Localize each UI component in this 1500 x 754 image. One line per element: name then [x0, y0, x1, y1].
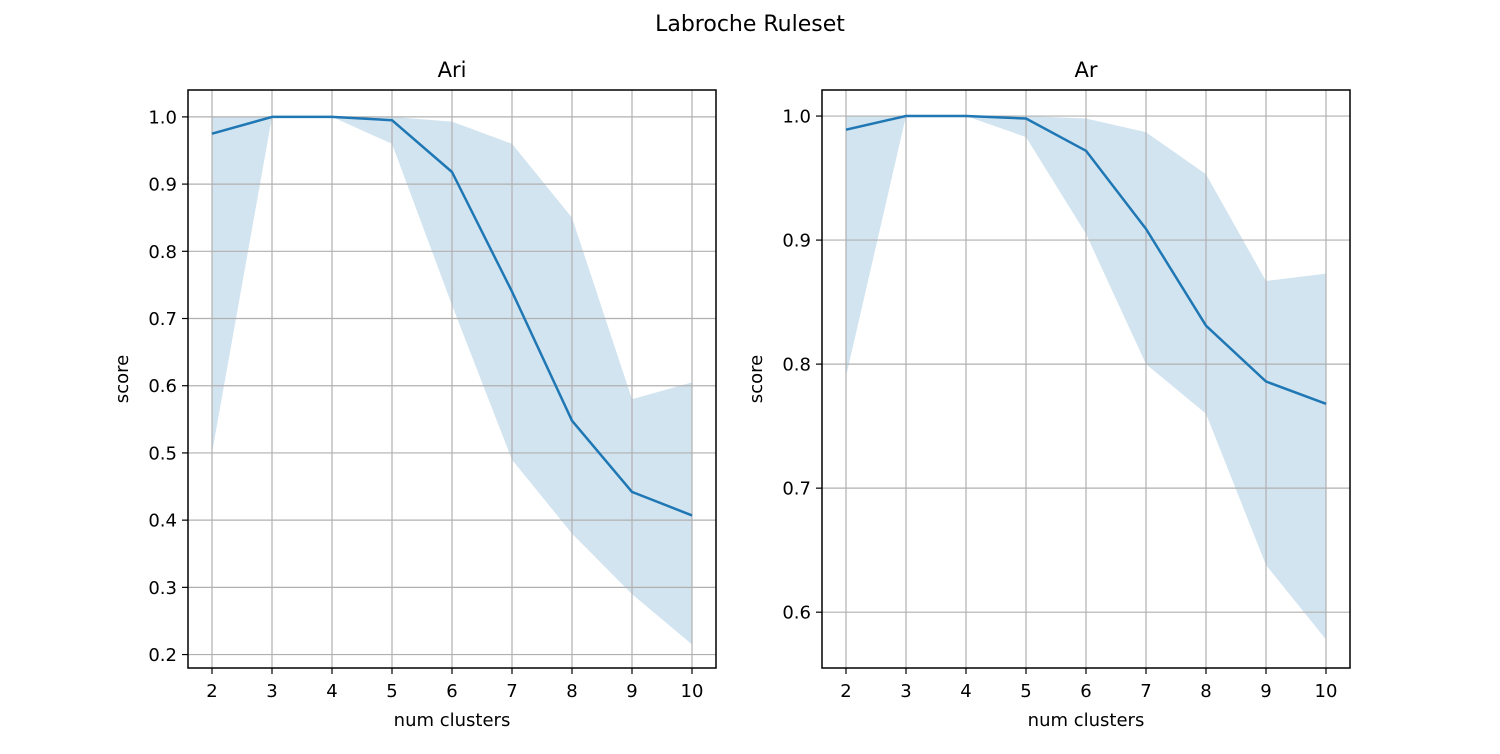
y-axis-label: score — [112, 355, 133, 403]
y-tick-label: 0.2 — [148, 645, 177, 666]
y-tick-label: 0.9 — [148, 175, 177, 196]
subplot-2: 2 3 4 5 6 7 8 9 10 0.6 0.7 0.8 0.9 1.0 Ar num clusters s… — [746, 58, 1350, 731]
y-tick-label: 1.0 — [782, 107, 811, 128]
y-tick-label: 0.4 — [148, 511, 177, 532]
x-tick-label: 2 — [206, 681, 217, 702]
subplot-title: Ari — [438, 58, 467, 82]
subplot-title: Ar — [1075, 58, 1098, 82]
figure-title: Labroche Ruleset — [0, 12, 1500, 37]
x-tick-label: 2 — [840, 681, 851, 702]
x-tick-label: 9 — [1260, 681, 1271, 702]
subplot-1: 2 3 4 5 6 7 8 9 10 0.2 0.3 0.4 0.5 0.6 0.7 0.8 0.9 1.0 Ari… — [112, 58, 716, 731]
y-tick-label: 0.9 — [782, 231, 811, 252]
x-tick-label: 5 — [386, 681, 397, 702]
x-axis-label: num clusters — [394, 710, 511, 731]
x-tick-label: 3 — [900, 681, 911, 702]
x-axis-label: num clusters — [1028, 710, 1145, 731]
y-tick-label: 0.3 — [148, 578, 177, 599]
y-tick-label: 0.7 — [148, 309, 177, 330]
x-tick-label: 8 — [566, 681, 577, 702]
x-tick-label: 6 — [446, 681, 457, 702]
x-tick-label: 9 — [626, 681, 637, 702]
y-tick-label: 1.0 — [148, 107, 177, 128]
y-tick-label: 0.5 — [148, 443, 177, 464]
x-tick-label: 10 — [681, 681, 704, 702]
x-tick-label: 6 — [1080, 681, 1091, 702]
x-tick-label: 8 — [1200, 681, 1211, 702]
y-tick-label: 0.6 — [782, 603, 811, 624]
y-tick-label: 0.7 — [782, 479, 811, 500]
x-tick-label: 7 — [1140, 681, 1151, 702]
y-tick-label: 0.8 — [148, 242, 177, 263]
y-axis-label: score — [746, 355, 767, 403]
x-tick-label: 4 — [960, 681, 971, 702]
x-tick-label: 10 — [1315, 681, 1338, 702]
x-tick-label: 7 — [506, 681, 517, 702]
y-tick-label: 0.6 — [148, 376, 177, 397]
x-tick-label: 5 — [1020, 681, 1031, 702]
y-tick-label: 0.8 — [782, 355, 811, 376]
x-tick-label: 4 — [326, 681, 337, 702]
x-tick-label: 3 — [266, 681, 277, 702]
